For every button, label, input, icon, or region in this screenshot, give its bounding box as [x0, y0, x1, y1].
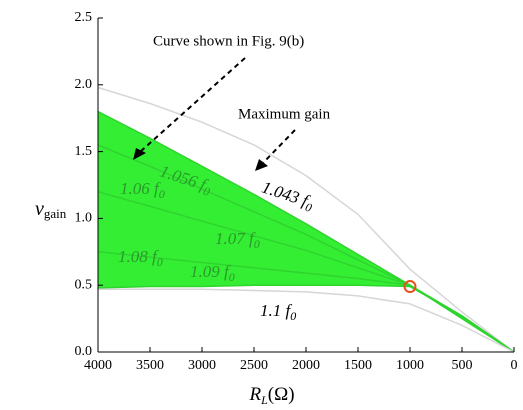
- x-tick-label: 1500: [344, 358, 372, 373]
- curve-label: 1.07 f0: [215, 229, 260, 251]
- annotation-arrow: [261, 129, 296, 165]
- y-axis-label: vgain: [35, 198, 67, 221]
- x-tick-label: 0: [511, 358, 518, 373]
- series-line: [97, 284, 515, 353]
- x-label-sub: L: [260, 393, 268, 407]
- arrow-head: [133, 148, 146, 160]
- annotation: Curve shown in Fig. 9(b): [153, 33, 304, 49]
- series-line: [97, 110, 515, 353]
- curve-label-sub: 0: [157, 255, 163, 269]
- curve-label: 1.1 f0: [260, 301, 296, 323]
- y-label-sub: gain: [44, 206, 67, 221]
- marker: [403, 280, 417, 294]
- curve-label-sub: 0: [304, 200, 314, 215]
- y-tick-label: 2.0: [75, 77, 93, 92]
- x-tick-label: 500: [452, 358, 473, 373]
- curve-label-sub: 0: [202, 184, 212, 199]
- x-axis-label: RL(Ω): [248, 384, 294, 406]
- y-tick-label: 0.0: [75, 344, 93, 359]
- curve-label-sub: 0: [229, 270, 235, 284]
- curve-label-text: 1.09 f: [190, 262, 231, 281]
- x-label-main: R: [248, 384, 261, 405]
- curve-label: 1.08 f0: [118, 247, 163, 269]
- annotation-arrow: [139, 57, 246, 153]
- y-tick-label: 2.5: [75, 10, 93, 25]
- x-tick-label: 3000: [188, 358, 216, 373]
- arrow-head: [255, 159, 268, 171]
- curve-label: 1.09 f0: [190, 262, 235, 284]
- y-tick-label: 1.5: [75, 144, 93, 159]
- curve-label-sub: 0: [159, 187, 165, 201]
- x-tick-label: 1000: [396, 358, 424, 373]
- y-tick-label: 0.5: [75, 277, 93, 292]
- curve-label-sub: 0: [290, 309, 296, 323]
- x-label-unit: (Ω): [268, 384, 295, 405]
- curve-label: 1.06 f0: [120, 179, 165, 201]
- series-line: [98, 288, 515, 353]
- series-line: [97, 86, 515, 353]
- curve-label-sub: 0: [254, 237, 260, 251]
- x-tick-label: 2000: [292, 358, 320, 373]
- y-label-main: v: [35, 198, 44, 220]
- x-tick-label: 3500: [136, 358, 164, 373]
- curve-label-text: 1.1 f: [260, 301, 293, 320]
- plot-area: 1.043 f01.056 f01.06 f01.07 f01.08 f01.0…: [75, 10, 518, 373]
- curve-label-text: 1.07 f: [215, 229, 256, 248]
- annotation: Maximum gain: [238, 106, 331, 122]
- fill-area: [98, 111, 514, 353]
- x-tick-label: 2500: [240, 358, 268, 373]
- y-tick-label: 1.0: [75, 211, 93, 226]
- x-tick-label: 4000: [84, 358, 112, 373]
- curve-label-text: 1.08 f: [118, 247, 159, 266]
- curve-label-text: 1.06 f: [120, 179, 161, 198]
